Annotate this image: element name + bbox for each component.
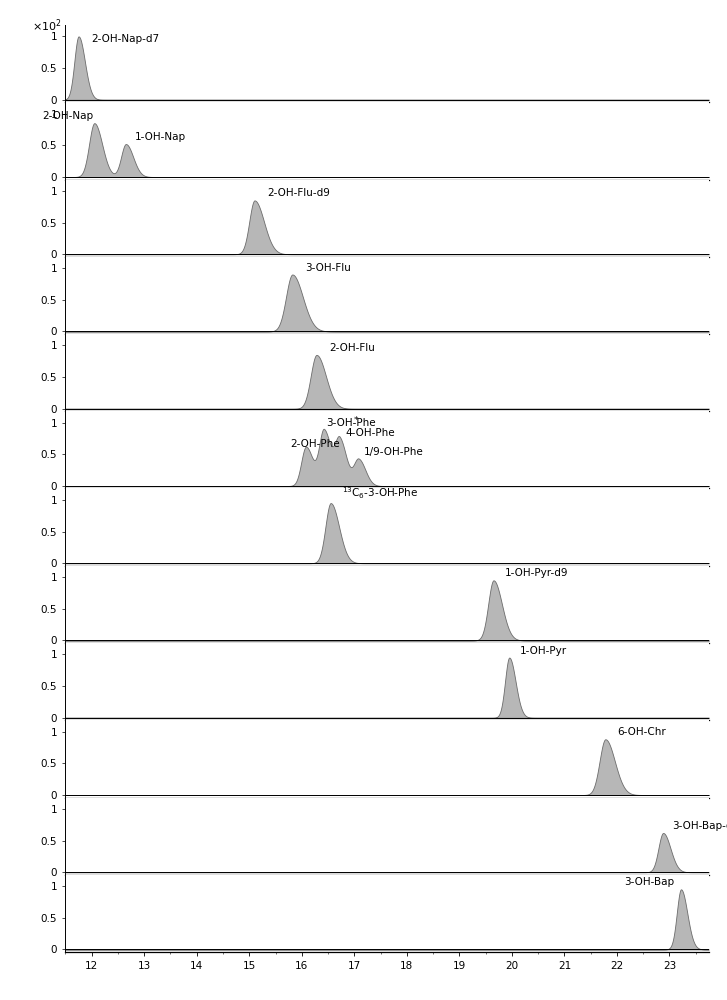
Text: 3-OH-Flu: 3-OH-Flu [305,263,351,273]
Text: 2-OH-Nap-d7: 2-OH-Nap-d7 [92,34,160,44]
Text: $^{13}$C$_6$-3-OH-Phe: $^{13}$C$_6$-3-OH-Phe [342,486,419,501]
Text: 6-OH-Chr: 6-OH-Chr [617,727,666,737]
Text: 1-OH-Pyr: 1-OH-Pyr [520,646,567,656]
Text: 4-OH-Phe: 4-OH-Phe [346,428,395,438]
Text: 1-OH-Nap: 1-OH-Nap [135,132,186,142]
Text: 2-OH-Phe: 2-OH-Phe [290,439,340,449]
Text: 2-OH-Flu-d9: 2-OH-Flu-d9 [268,188,331,198]
Text: $\times$10$^{2}$: $\times$10$^{2}$ [33,17,63,34]
Text: 3-OH-Bap-d11: 3-OH-Bap-d11 [672,821,727,831]
Text: 1-OH-Pyr-d9: 1-OH-Pyr-d9 [505,568,569,578]
Text: 2-OH-Nap: 2-OH-Nap [42,111,93,121]
Text: 1/9-OH-Phe: 1/9-OH-Phe [364,447,424,457]
Text: 3-OH-Phe: 3-OH-Phe [326,418,376,428]
Text: 3-OH-Bap: 3-OH-Bap [624,877,675,887]
Text: *: * [354,416,358,425]
Text: 2-OH-Flu: 2-OH-Flu [329,343,375,353]
